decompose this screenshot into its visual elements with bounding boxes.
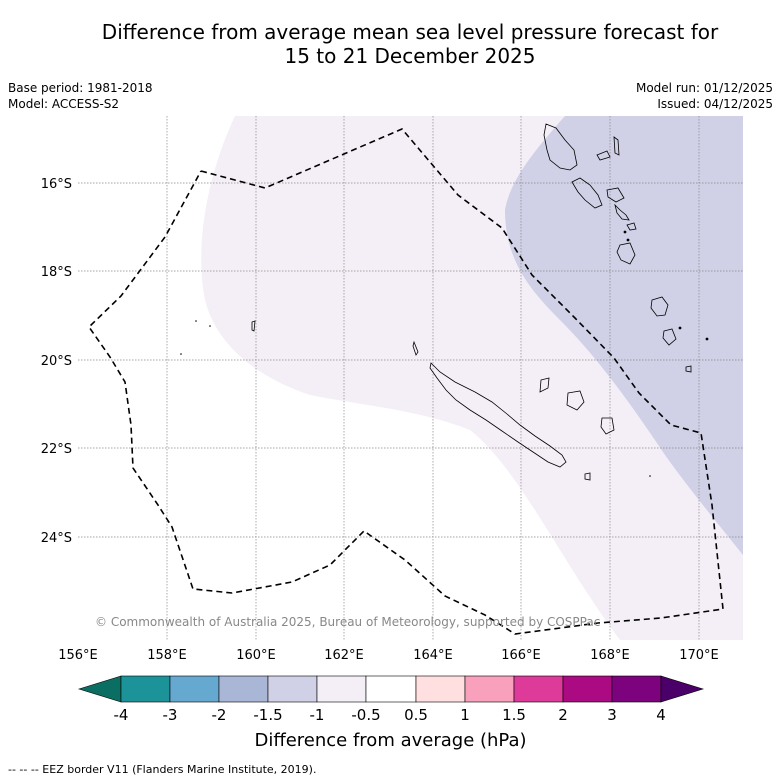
anomaly-region-minus-1 — [505, 116, 743, 555]
small-islet — [251, 320, 256, 332]
colorbar-tick: 1.5 — [502, 706, 526, 724]
lon-label: 158°E — [147, 648, 187, 663]
latitude-axis: 16°S 18°S 20°S 22°S 24°S — [41, 177, 72, 546]
lon-label: 170°E — [679, 648, 719, 663]
lon-label: 156°E — [58, 648, 98, 663]
mare-island — [600, 417, 615, 435]
colorbar-tick: -1.5 — [253, 706, 282, 724]
lon-label: 164°E — [413, 648, 453, 663]
lon-label: 162°E — [324, 648, 364, 663]
colorbar-seg-12 — [660, 675, 705, 703]
lifou-island — [566, 390, 585, 411]
new-caledonia-island — [429, 362, 567, 468]
lon-label: 166°E — [501, 648, 541, 663]
colorbar-seg-0 — [77, 675, 122, 703]
lat-label: 20°S — [41, 354, 72, 369]
copyright-text: © Commonwealth of Australia 2025, Bureau… — [95, 615, 600, 629]
issued-date: Issued: 04/12/2025 — [657, 97, 773, 111]
colorbar-tick: -4 — [114, 706, 129, 724]
colorbar-seg-9 — [513, 675, 564, 703]
map-gridlines — [78, 116, 743, 640]
title-line-2: 15 to 21 December 2025 — [284, 44, 536, 68]
colorbar-tick: 1 — [460, 706, 470, 724]
lon-label: 160°E — [236, 648, 276, 663]
eez-border — [87, 128, 724, 635]
colorbar-tick: -3 — [163, 706, 178, 724]
colorbar-tick: -2 — [212, 706, 227, 724]
colorbar-ticks: -4 -3 -2 -1.5 -1 -0.5 0.5 1 1.5 2 3 4 — [114, 706, 666, 724]
model-run: Model run: 01/12/2025 — [635, 81, 773, 95]
colorbar-seg-4 — [267, 675, 318, 703]
footer-note: -- -- -- EEZ border V11 (Flanders Marine… — [8, 763, 317, 776]
colorbar-seg-6 — [365, 675, 417, 703]
colorbar-tick: -0.5 — [351, 706, 380, 724]
title-line-1: Difference from average mean sea level p… — [101, 20, 719, 44]
colorbar-seg-10 — [562, 675, 613, 703]
colorbar-tick: 2 — [558, 706, 568, 724]
model-name: Model: ACCESS-S2 — [8, 97, 120, 111]
colorbar-seg-3 — [218, 675, 269, 703]
colorbar-seg-1 — [120, 675, 171, 703]
ouvea-island — [539, 377, 550, 393]
longitude-axis: 156°E 158°E 160°E 162°E 164°E 166°E 168°… — [58, 648, 719, 663]
lat-label: 22°S — [41, 442, 72, 457]
colorbar-seg-8 — [464, 675, 515, 703]
lat-label: 16°S — [41, 177, 72, 192]
belep-island — [412, 340, 419, 356]
pressure-anomaly-field: © Commonwealth of Australia 2025, Bureau… — [78, 116, 743, 640]
lon-label: 168°E — [590, 648, 630, 663]
colorbar-tick: 3 — [607, 706, 617, 724]
colorbar — [77, 675, 705, 703]
colorbar-tick: 0.5 — [404, 706, 428, 724]
colorbar-seg-5 — [316, 675, 367, 703]
vanuatu-islands — [543, 123, 709, 373]
colorbar-tick: -1 — [310, 706, 325, 724]
lat-label: 18°S — [41, 265, 72, 280]
colorbar-title: Difference from average (hPa) — [254, 730, 527, 751]
lat-label: 24°S — [41, 531, 72, 546]
colorbar-tick: 4 — [656, 706, 666, 724]
base-period: Base period: 1981-2018 — [8, 81, 153, 95]
colorbar-seg-7 — [415, 675, 466, 703]
colorbar-seg-2 — [169, 675, 220, 703]
isle-of-pines — [584, 472, 591, 481]
colorbar-seg-11 — [611, 675, 662, 703]
